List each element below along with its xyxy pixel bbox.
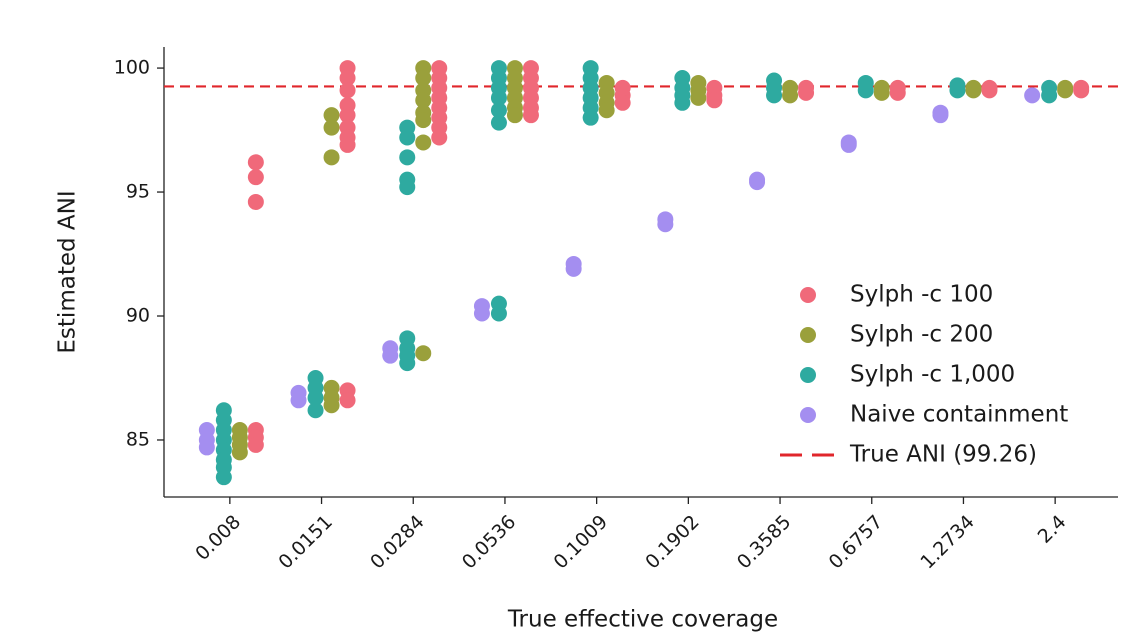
dot (857, 82, 874, 99)
dot (415, 69, 432, 86)
legend-label: Naive containment (850, 402, 1068, 428)
dot (582, 109, 599, 126)
dot (490, 102, 507, 119)
x-tick-label: 2.4 (1034, 511, 1071, 548)
legend-marker (800, 367, 816, 383)
dot (965, 82, 982, 99)
dot (473, 305, 490, 322)
dot (598, 102, 615, 119)
dot (198, 439, 215, 456)
dot (415, 92, 432, 109)
legend-marker (800, 287, 816, 303)
x-axis-title: True effective coverage (507, 607, 778, 633)
x-tick-label: 0.6757 (825, 511, 888, 574)
dot (674, 94, 691, 111)
dot (399, 129, 416, 146)
dot (932, 107, 949, 124)
dot (215, 469, 232, 486)
dot (415, 112, 432, 129)
dot (749, 174, 766, 191)
x-tick-label: 0.1009 (550, 511, 613, 574)
dot (506, 107, 523, 124)
dot (490, 305, 507, 322)
dot (490, 114, 507, 131)
dot (415, 345, 432, 362)
dot (1073, 82, 1090, 99)
x-tick-label: 0.0536 (458, 511, 521, 574)
dot (339, 392, 356, 409)
dot (339, 136, 356, 153)
dot (290, 392, 307, 409)
legend-label: Sylph -c 1,000 (850, 362, 1015, 388)
dot (307, 402, 324, 419)
dot (690, 89, 707, 106)
dot (399, 179, 416, 196)
dot (339, 69, 356, 86)
x-tick-label: 0.008 (191, 511, 245, 565)
legend-marker (800, 407, 816, 423)
dot (323, 397, 340, 414)
dot (247, 193, 264, 210)
dot (307, 389, 324, 406)
dot (614, 94, 631, 111)
dot (949, 82, 966, 99)
dot (1024, 87, 1041, 104)
dot (399, 355, 416, 372)
dot (323, 107, 340, 124)
y-tick-label: 100 (114, 57, 150, 79)
dot (399, 149, 416, 166)
dot (415, 134, 432, 151)
dot (231, 444, 248, 461)
dot (782, 87, 799, 104)
x-tick-label: 0.0151 (274, 511, 337, 574)
x-tick-label: 1.2734 (916, 511, 979, 574)
dot (657, 216, 674, 233)
dot (247, 436, 264, 453)
x-tick-label: 0.0284 (366, 511, 429, 574)
x-tick-label: 0.3585 (733, 511, 796, 574)
dot (981, 82, 998, 99)
dot (339, 107, 356, 124)
dot (339, 82, 356, 99)
dot (1057, 82, 1074, 99)
dot (247, 154, 264, 171)
dot (565, 260, 582, 277)
dot (522, 107, 539, 124)
legend-label: Sylph -c 100 (850, 282, 993, 308)
dot (889, 84, 906, 101)
y-tick-label: 90 (126, 305, 150, 327)
dot (323, 119, 340, 136)
dot (323, 149, 340, 166)
dot (798, 84, 815, 101)
x-tick-label: 0.1902 (641, 511, 704, 574)
dot (706, 92, 723, 109)
legend-marker (800, 327, 816, 343)
dot (766, 87, 783, 104)
y-axis-title: Estimated ANI (55, 190, 81, 353)
legend-label: Sylph -c 200 (850, 322, 993, 348)
legend-label: True ANI (99.26) (849, 442, 1037, 468)
y-tick-label: 95 (126, 181, 150, 203)
dot (431, 129, 448, 146)
dot (1041, 87, 1058, 104)
dot (873, 84, 890, 101)
dot (247, 169, 264, 186)
y-tick-label: 85 (126, 428, 150, 450)
dot (840, 136, 857, 153)
dot (382, 347, 399, 364)
dot (490, 89, 507, 106)
